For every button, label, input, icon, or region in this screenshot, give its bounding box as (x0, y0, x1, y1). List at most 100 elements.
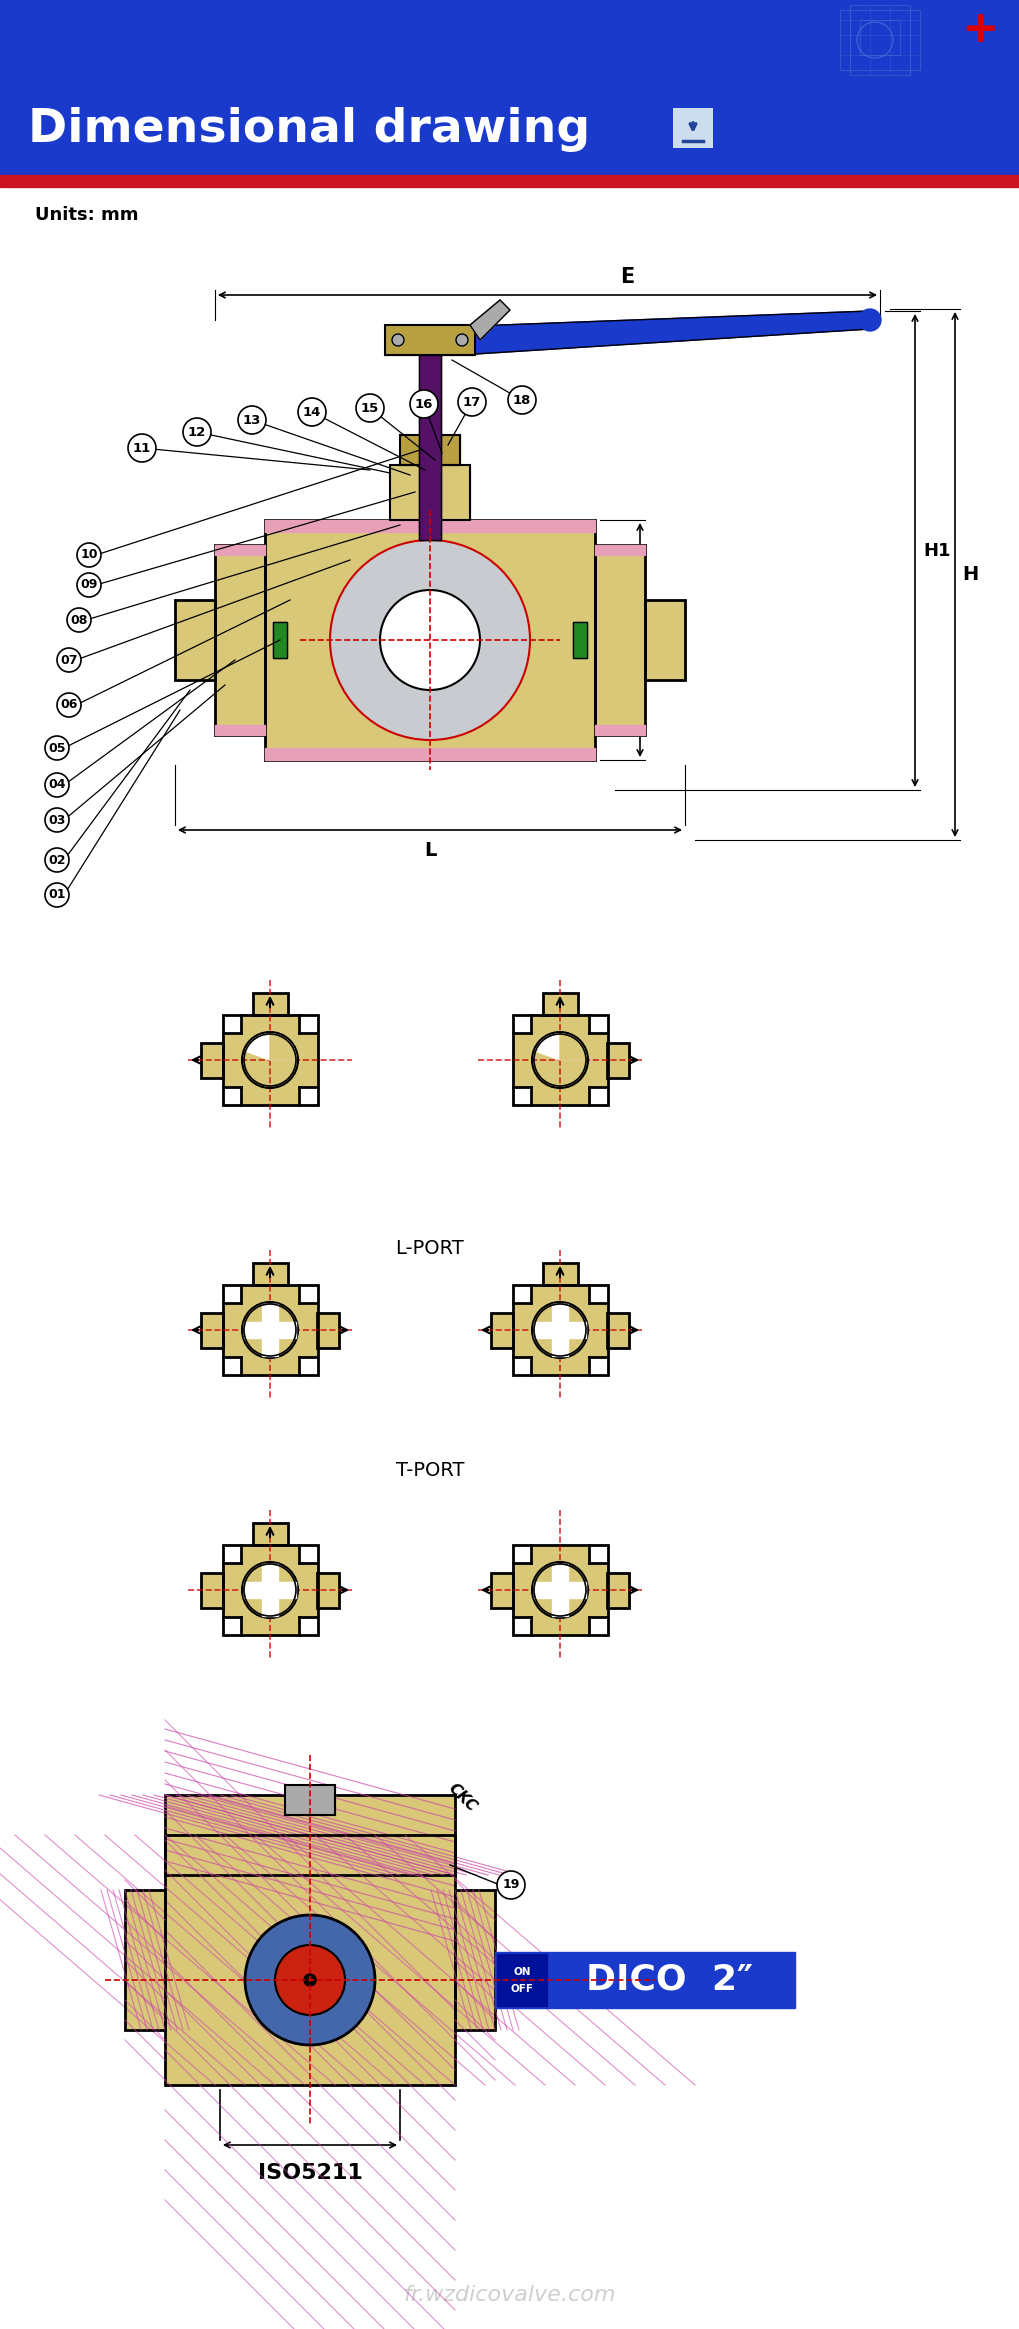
Bar (0, 175, 1019, 186)
Wedge shape (535, 1034, 586, 1060)
Circle shape (330, 540, 530, 741)
Bar (223, 1015, 318, 1104)
Bar (223, 1286, 318, 1374)
Bar (513, 1286, 531, 1302)
Bar (454, 1891, 494, 2031)
Text: OFF: OFF (510, 1984, 533, 1994)
Bar (542, 1262, 578, 1286)
Text: 13: 13 (243, 415, 261, 426)
Bar (244, 1581, 296, 1598)
Bar (175, 601, 215, 680)
Bar (265, 748, 594, 759)
Circle shape (245, 1914, 375, 2045)
Bar (165, 1835, 454, 2084)
Bar (496, 1954, 546, 2005)
Bar (606, 1043, 629, 1078)
Bar (606, 1572, 629, 1607)
Bar (317, 1572, 338, 1607)
Bar (490, 1314, 513, 1348)
Text: 11: 11 (132, 443, 151, 454)
Bar (284, 1784, 334, 1814)
Bar (223, 1015, 240, 1034)
Bar (513, 1358, 531, 1374)
Bar (513, 1544, 607, 1635)
Bar (175, 601, 215, 680)
Bar (201, 1572, 223, 1607)
Bar (253, 1262, 287, 1286)
Bar (384, 326, 475, 354)
Text: 01: 01 (48, 887, 65, 901)
Circle shape (45, 773, 69, 797)
Bar (606, 1314, 629, 1348)
Bar (840, 9, 919, 70)
Circle shape (391, 333, 404, 347)
Bar (399, 436, 460, 466)
Bar (317, 1314, 338, 1348)
Bar (223, 1616, 240, 1635)
Bar (165, 1796, 454, 1875)
Bar (588, 1088, 606, 1104)
Circle shape (76, 573, 101, 596)
Bar (215, 545, 265, 736)
Bar (262, 1304, 278, 1355)
Circle shape (127, 433, 156, 461)
Bar (588, 1544, 606, 1563)
Bar (244, 1323, 296, 1337)
Bar (299, 1088, 317, 1104)
Circle shape (532, 1302, 587, 1358)
Bar (594, 545, 644, 554)
Text: ISO5211: ISO5211 (258, 2164, 362, 2182)
Bar (644, 601, 685, 680)
Text: +: + (960, 9, 998, 51)
Bar (299, 1616, 317, 1635)
Circle shape (496, 1870, 525, 1898)
Bar (265, 519, 594, 531)
Circle shape (67, 608, 91, 631)
Circle shape (45, 808, 69, 831)
Bar (201, 1043, 223, 1078)
Circle shape (298, 398, 326, 426)
Text: D: D (647, 631, 663, 650)
Text: DICO  2″: DICO 2″ (586, 1963, 753, 1996)
Bar (513, 1015, 607, 1104)
Circle shape (242, 1302, 298, 1358)
Bar (588, 1358, 606, 1374)
Circle shape (275, 1945, 344, 2015)
Bar (399, 436, 460, 466)
Bar (542, 992, 578, 1015)
Text: 06: 06 (60, 699, 77, 710)
Circle shape (532, 1032, 587, 1088)
Bar (201, 1314, 223, 1348)
Text: 18: 18 (513, 394, 531, 408)
Bar (299, 1015, 317, 1034)
Bar (513, 1544, 531, 1563)
Polygon shape (470, 300, 510, 340)
Text: 14: 14 (303, 405, 321, 419)
Bar (223, 1286, 318, 1374)
Text: fr.wzdicovalve.com: fr.wzdicovalve.com (404, 2285, 615, 2306)
Bar (0, 0, 1019, 175)
Circle shape (76, 543, 101, 566)
Text: 19: 19 (501, 1880, 519, 1891)
Text: 17: 17 (463, 396, 481, 408)
Bar (215, 545, 265, 554)
Text: T-PORT: T-PORT (395, 1460, 464, 1479)
Bar (849, 5, 909, 75)
Bar (253, 1262, 287, 1286)
Circle shape (356, 394, 383, 422)
Bar (573, 622, 586, 659)
Bar (317, 1572, 338, 1607)
Circle shape (57, 647, 81, 673)
Bar (389, 466, 470, 519)
Bar (454, 1891, 494, 2031)
Bar (588, 1015, 606, 1034)
Text: Dimensional drawing: Dimensional drawing (28, 107, 590, 151)
Bar (253, 1523, 287, 1544)
Bar (223, 1358, 240, 1374)
Bar (201, 1314, 223, 1348)
Text: ON: ON (513, 1968, 530, 1977)
Circle shape (45, 736, 69, 759)
Circle shape (57, 694, 81, 717)
Bar (419, 354, 440, 540)
Bar (165, 1835, 454, 2084)
